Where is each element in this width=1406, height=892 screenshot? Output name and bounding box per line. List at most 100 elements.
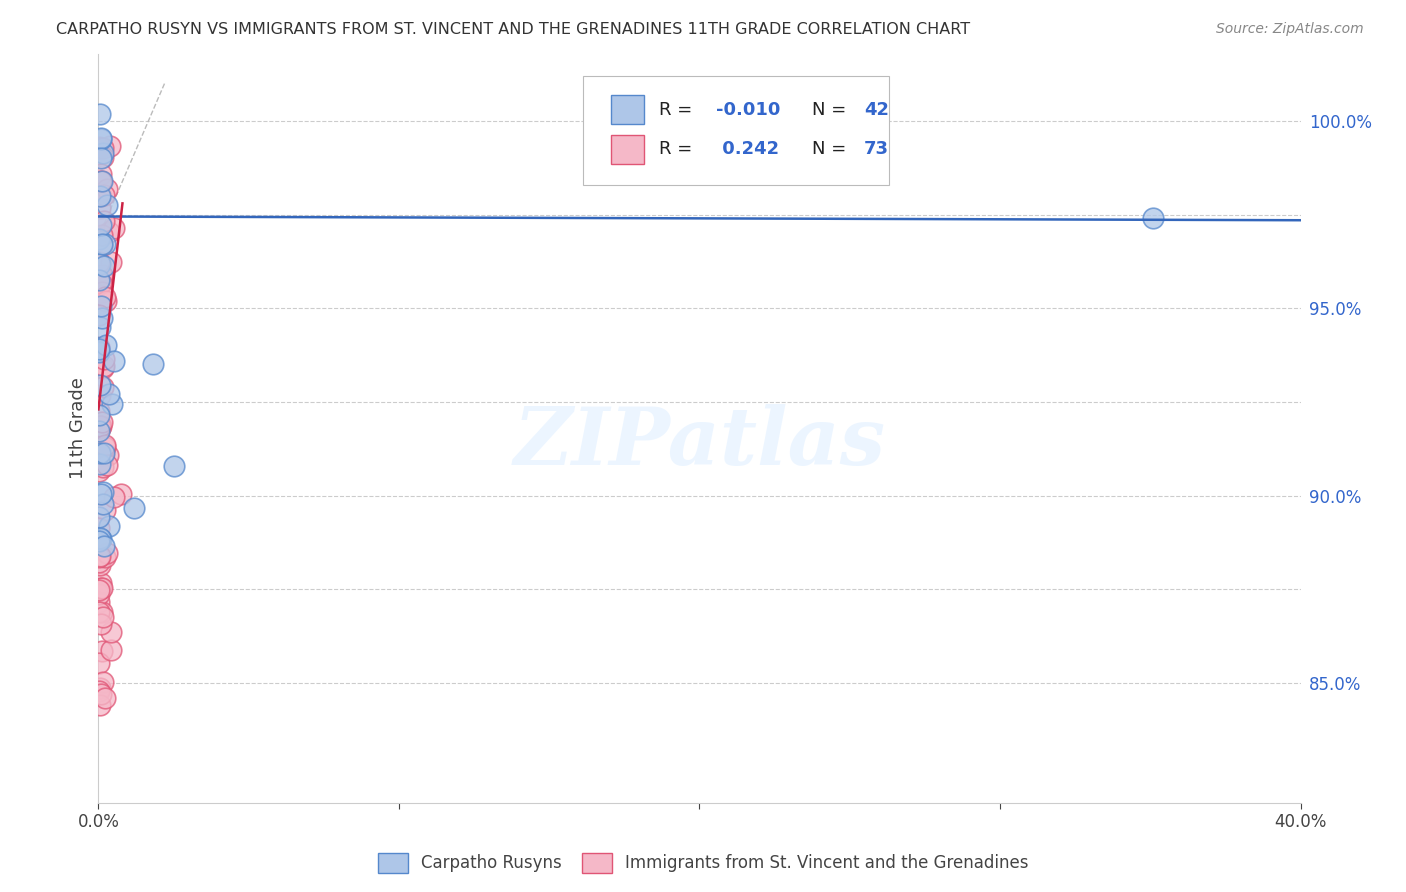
Point bbox=[90, 575, 112, 590]
Point bbox=[97, 448, 120, 462]
Text: 0.242: 0.242 bbox=[716, 140, 779, 159]
Point bbox=[90, 174, 112, 188]
Point bbox=[90, 131, 112, 145]
Point bbox=[89, 189, 111, 203]
Point bbox=[90, 269, 112, 284]
Point bbox=[91, 581, 114, 595]
Point bbox=[90, 617, 112, 632]
Point bbox=[89, 388, 111, 402]
Point bbox=[87, 582, 110, 597]
Point bbox=[91, 380, 114, 394]
Point bbox=[89, 509, 111, 524]
Point bbox=[90, 167, 112, 181]
Point bbox=[87, 255, 110, 269]
Point bbox=[91, 285, 114, 300]
Point bbox=[103, 353, 125, 368]
Point bbox=[89, 464, 111, 478]
Point bbox=[91, 141, 114, 155]
Text: N =: N = bbox=[813, 140, 852, 159]
Point bbox=[103, 490, 125, 504]
Point bbox=[91, 497, 114, 511]
Point bbox=[90, 174, 112, 188]
Point bbox=[97, 225, 120, 239]
Point bbox=[90, 227, 112, 242]
Point bbox=[87, 549, 110, 564]
Point bbox=[87, 684, 110, 698]
Point bbox=[94, 690, 117, 705]
Point bbox=[93, 540, 115, 554]
Point bbox=[89, 340, 111, 354]
FancyBboxPatch shape bbox=[610, 95, 644, 124]
Text: N =: N = bbox=[813, 101, 852, 119]
Point bbox=[90, 581, 112, 595]
Point bbox=[87, 555, 110, 569]
Point bbox=[89, 201, 111, 215]
Point bbox=[91, 268, 114, 282]
Point bbox=[93, 446, 115, 460]
Point bbox=[91, 644, 114, 658]
Point bbox=[93, 150, 115, 164]
Point bbox=[91, 237, 114, 252]
Point bbox=[98, 139, 121, 153]
Point bbox=[89, 377, 111, 392]
Point bbox=[89, 277, 111, 291]
Text: R =: R = bbox=[658, 140, 697, 159]
Point bbox=[87, 587, 110, 601]
Point bbox=[87, 424, 110, 438]
Point bbox=[93, 438, 115, 452]
Point bbox=[110, 487, 132, 501]
Point bbox=[87, 141, 110, 155]
Point bbox=[87, 605, 110, 619]
Point bbox=[89, 549, 111, 563]
Point bbox=[91, 460, 114, 475]
Point bbox=[122, 500, 145, 515]
Text: 73: 73 bbox=[865, 140, 889, 159]
Point bbox=[90, 132, 112, 146]
Point bbox=[89, 457, 111, 471]
Point bbox=[89, 257, 111, 271]
Point bbox=[89, 342, 111, 356]
Point bbox=[90, 687, 112, 701]
Point bbox=[87, 309, 110, 323]
Point bbox=[100, 624, 122, 639]
Point bbox=[93, 359, 115, 373]
Point bbox=[91, 610, 114, 624]
Point bbox=[91, 485, 114, 500]
Point bbox=[89, 698, 111, 712]
Point bbox=[94, 293, 117, 308]
Point bbox=[94, 549, 117, 564]
Legend: Carpatho Rusyns, Immigrants from St. Vincent and the Grenadines: Carpatho Rusyns, Immigrants from St. Vin… bbox=[371, 847, 1035, 880]
Point bbox=[89, 418, 111, 433]
Point bbox=[90, 218, 112, 232]
Point bbox=[89, 531, 111, 545]
Y-axis label: 11th Grade: 11th Grade bbox=[69, 377, 87, 479]
Point bbox=[89, 345, 111, 359]
Point bbox=[89, 404, 111, 418]
Point bbox=[91, 674, 114, 689]
Point bbox=[89, 106, 111, 120]
Point bbox=[89, 421, 111, 435]
Point bbox=[89, 320, 111, 334]
Point bbox=[1142, 211, 1164, 226]
Point bbox=[96, 182, 118, 196]
FancyBboxPatch shape bbox=[610, 136, 644, 163]
Point bbox=[91, 450, 114, 464]
Point bbox=[97, 519, 120, 533]
Point bbox=[94, 440, 117, 454]
Point bbox=[96, 198, 118, 212]
Point bbox=[89, 681, 111, 695]
Point bbox=[87, 232, 110, 246]
Point bbox=[93, 503, 115, 517]
Point bbox=[96, 546, 118, 560]
Point bbox=[100, 255, 122, 269]
Point bbox=[90, 239, 112, 253]
Text: 42: 42 bbox=[865, 101, 889, 119]
Point bbox=[98, 387, 121, 401]
Point bbox=[94, 338, 117, 352]
Point bbox=[87, 273, 110, 287]
Point bbox=[89, 140, 111, 154]
Point bbox=[90, 418, 112, 433]
Point bbox=[87, 344, 110, 359]
Point bbox=[96, 458, 118, 473]
Point bbox=[100, 643, 122, 657]
